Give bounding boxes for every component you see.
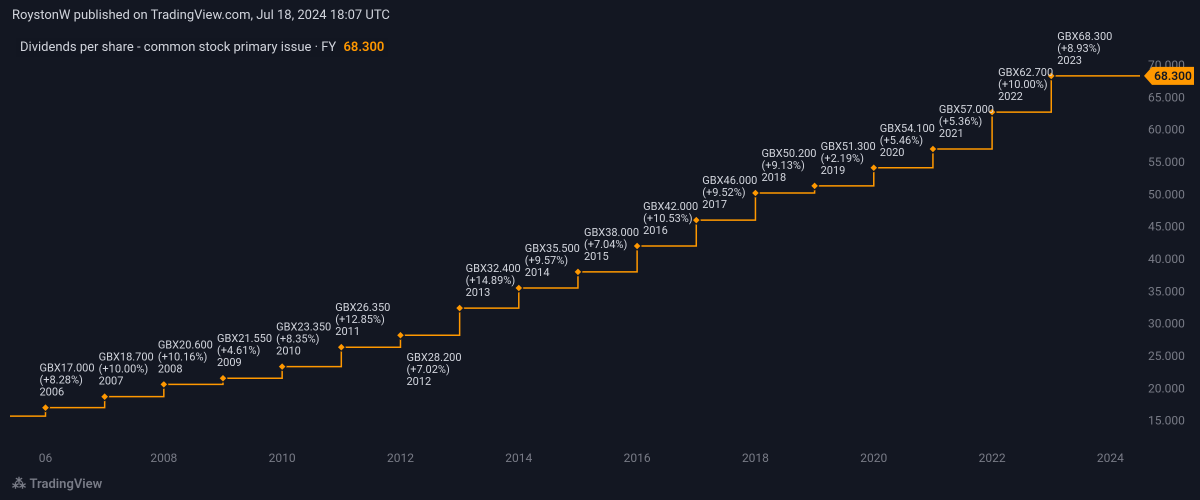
data-marker[interactable] bbox=[41, 404, 49, 412]
data-point-label: 2006 bbox=[39, 386, 64, 399]
y-axis-tick-label: 30.000 bbox=[1148, 317, 1185, 331]
data-marker[interactable] bbox=[219, 374, 227, 382]
data-point-label: 2023 bbox=[1057, 54, 1082, 67]
y-axis-tick-label: 65.000 bbox=[1148, 90, 1185, 104]
data-marker[interactable] bbox=[396, 331, 404, 339]
x-axis-tick-label: 2014 bbox=[505, 451, 532, 465]
data-marker[interactable] bbox=[811, 182, 819, 190]
data-marker[interactable] bbox=[337, 343, 345, 351]
dividend-chart-svg: 15.000 20.000 25.000 30.000 35.000 40.000 45.0… bbox=[0, 32, 1200, 470]
publish-text: RoystonW published on TradingView.com, J… bbox=[12, 8, 390, 23]
y-axis-tick-label: 25.000 bbox=[1148, 349, 1185, 363]
data-marker[interactable] bbox=[101, 393, 109, 401]
data-marker[interactable] bbox=[929, 145, 937, 153]
y-axis-tick-label: 55.000 bbox=[1148, 155, 1185, 169]
chart-area[interactable]: 15.00020.00025.00030.00035.00040.00045.0… bbox=[0, 32, 1140, 470]
data-point-label: 2018 bbox=[761, 171, 786, 184]
data-marker[interactable] bbox=[633, 242, 641, 250]
publish-header: RoystonW published on TradingView.com, J… bbox=[12, 8, 390, 23]
price-tag-value: 68.300 bbox=[1154, 69, 1192, 83]
x-axis-tick-label: 2008 bbox=[150, 451, 177, 465]
footer-branding: ⁂ TradingView bbox=[12, 476, 102, 492]
data-point-label: 2010 bbox=[276, 345, 301, 358]
data-point-label: 2008 bbox=[158, 362, 183, 375]
data-point-label: 2017 bbox=[702, 198, 727, 211]
x-axis-tick-label: 2016 bbox=[624, 451, 651, 465]
y-axis-tick-label: 15.000 bbox=[1148, 414, 1185, 428]
x-axis-tick-label: 2022 bbox=[979, 451, 1006, 465]
data-point-label: 2015 bbox=[584, 250, 609, 263]
y-axis-tick-label: 40.000 bbox=[1148, 252, 1185, 266]
tradingview-brand: TradingView bbox=[30, 477, 103, 492]
data-point-label: 2020 bbox=[880, 146, 905, 159]
data-point-label: 2012 bbox=[406, 375, 431, 388]
x-axis-tick-label: 2024 bbox=[1097, 451, 1124, 465]
x-axis-tick-label: 2010 bbox=[269, 451, 296, 465]
data-point-label: 2011 bbox=[335, 325, 360, 338]
data-point-label: 2019 bbox=[821, 164, 846, 177]
data-marker[interactable] bbox=[574, 268, 582, 276]
y-axis-tick-label: 20.000 bbox=[1148, 381, 1185, 395]
data-point-label: 2009 bbox=[217, 356, 242, 369]
y-axis-tick-label: 50.000 bbox=[1148, 187, 1185, 201]
data-marker[interactable] bbox=[751, 189, 759, 197]
data-marker[interactable] bbox=[692, 216, 700, 224]
data-point-label: 2014 bbox=[525, 266, 550, 279]
x-axis-tick-label: 06 bbox=[39, 451, 53, 465]
data-point-label: 2021 bbox=[939, 127, 964, 140]
y-axis-tick-label: 35.000 bbox=[1148, 284, 1185, 298]
data-point-label: 2007 bbox=[99, 375, 124, 388]
data-point-label: 2016 bbox=[643, 224, 668, 237]
data-marker[interactable] bbox=[456, 304, 464, 312]
x-axis-tick-label: 2012 bbox=[387, 451, 414, 465]
data-point-label: 2013 bbox=[466, 286, 491, 299]
data-marker[interactable] bbox=[870, 164, 878, 172]
data-marker[interactable] bbox=[160, 380, 168, 388]
data-marker[interactable] bbox=[515, 284, 523, 292]
tradingview-logo-icon: ⁂ bbox=[12, 476, 26, 492]
y-axis-tick-label: 45.000 bbox=[1148, 220, 1185, 234]
y-axis-tick-label: 60.000 bbox=[1148, 123, 1185, 137]
x-axis-tick-label: 2020 bbox=[860, 451, 887, 465]
data-marker[interactable] bbox=[278, 363, 286, 371]
x-axis-tick-label: 2018 bbox=[742, 451, 769, 465]
data-point-label: 2022 bbox=[998, 90, 1023, 103]
